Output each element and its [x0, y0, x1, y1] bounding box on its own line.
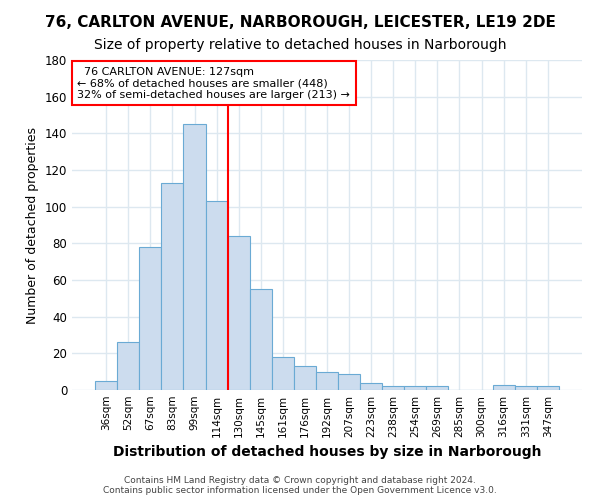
- Bar: [427, 386, 448, 390]
- Bar: [95, 381, 117, 390]
- Bar: [382, 386, 404, 390]
- Bar: [294, 366, 316, 390]
- Bar: [316, 372, 338, 390]
- Bar: [404, 386, 427, 390]
- Bar: [161, 183, 184, 390]
- Bar: [227, 236, 250, 390]
- Bar: [493, 384, 515, 390]
- Bar: [206, 201, 227, 390]
- Bar: [537, 386, 559, 390]
- Bar: [272, 357, 294, 390]
- Y-axis label: Number of detached properties: Number of detached properties: [26, 126, 39, 324]
- Bar: [139, 247, 161, 390]
- Bar: [515, 386, 537, 390]
- Bar: [360, 382, 382, 390]
- Bar: [117, 342, 139, 390]
- Text: Size of property relative to detached houses in Narborough: Size of property relative to detached ho…: [94, 38, 506, 52]
- Text: Contains HM Land Registry data © Crown copyright and database right 2024.
Contai: Contains HM Land Registry data © Crown c…: [103, 476, 497, 495]
- Bar: [338, 374, 360, 390]
- X-axis label: Distribution of detached houses by size in Narborough: Distribution of detached houses by size …: [113, 446, 541, 460]
- Bar: [250, 289, 272, 390]
- Bar: [184, 124, 206, 390]
- Text: 76 CARLTON AVENUE: 127sqm  
← 68% of detached houses are smaller (448)
32% of se: 76 CARLTON AVENUE: 127sqm ← 68% of detac…: [77, 66, 350, 100]
- Text: 76, CARLTON AVENUE, NARBOROUGH, LEICESTER, LE19 2DE: 76, CARLTON AVENUE, NARBOROUGH, LEICESTE…: [44, 15, 556, 30]
